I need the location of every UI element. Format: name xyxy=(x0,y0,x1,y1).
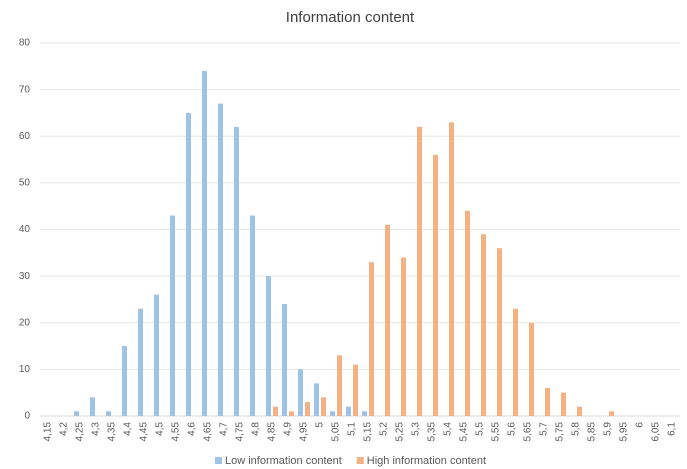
x-tick-label: 5,9 xyxy=(603,422,614,436)
bar xyxy=(513,308,518,416)
bar xyxy=(202,70,207,416)
x-tick-label: 5,25 xyxy=(395,422,406,442)
x-tick-label: 4,7 xyxy=(219,422,230,436)
bar xyxy=(362,411,367,416)
y-tick-label: 40 xyxy=(19,224,31,235)
x-tick-label: 4,5 xyxy=(155,422,166,436)
bar xyxy=(266,276,271,416)
x-tick-label: 5,6 xyxy=(507,422,518,436)
bar xyxy=(529,322,534,416)
legend-swatch xyxy=(215,457,222,464)
y-tick-label: 50 xyxy=(19,178,31,189)
x-tick-label: 5,8 xyxy=(571,422,582,436)
bar xyxy=(337,355,342,416)
x-tick-label: 5,45 xyxy=(459,422,470,442)
x-tick-label: 4,55 xyxy=(171,422,182,442)
bar xyxy=(186,112,191,416)
bar xyxy=(314,383,319,416)
bar xyxy=(273,406,278,416)
x-tick-label: 4,35 xyxy=(107,422,118,442)
x-tick-label: 5,55 xyxy=(491,422,502,442)
chart-title: Information content xyxy=(286,9,415,26)
y-tick-label: 10 xyxy=(19,364,31,375)
bar xyxy=(369,262,374,416)
x-tick-label: 5 xyxy=(315,422,326,428)
y-tick-label: 30 xyxy=(19,271,31,282)
bar xyxy=(154,294,159,416)
bar xyxy=(385,224,390,416)
x-tick-label: 5,95 xyxy=(619,422,630,442)
bar xyxy=(561,392,566,416)
bar xyxy=(298,369,303,416)
y-tick-label: 20 xyxy=(19,317,31,328)
x-tick-label: 5,35 xyxy=(427,422,438,442)
bar xyxy=(250,215,255,416)
x-tick-label: 4,65 xyxy=(203,422,214,442)
bar xyxy=(122,346,127,416)
x-tick-label: 4,75 xyxy=(235,422,246,442)
bar xyxy=(449,122,454,416)
x-tick-label: 4,6 xyxy=(187,422,198,436)
x-tick-label: 5,5 xyxy=(475,422,486,436)
bar xyxy=(282,304,287,416)
x-tick-label: 5,7 xyxy=(539,422,550,436)
legend-label: High information content xyxy=(367,455,486,467)
bar xyxy=(465,210,470,416)
x-tick-label: 5,3 xyxy=(411,422,422,436)
y-tick-label: 60 xyxy=(19,131,31,142)
x-tick-label: 4,15 xyxy=(43,422,54,442)
bar xyxy=(305,402,310,416)
x-tick-label: 4,4 xyxy=(123,422,134,436)
y-tick-label: 70 xyxy=(19,84,31,95)
x-tick-label: 4,25 xyxy=(75,422,86,442)
bar xyxy=(545,388,550,416)
bar xyxy=(106,411,111,416)
bar xyxy=(289,411,294,416)
bar xyxy=(353,364,358,416)
x-tick-label: 4,85 xyxy=(267,422,278,442)
x-tick-label: 6,05 xyxy=(651,422,662,442)
x-tick-label: 5,1 xyxy=(347,422,358,436)
x-tick-label: 5,65 xyxy=(523,422,534,442)
x-tick-label: 5,4 xyxy=(443,422,454,436)
bar xyxy=(138,308,143,416)
bar xyxy=(90,397,95,416)
bar xyxy=(170,215,175,416)
bar xyxy=(433,154,438,416)
legend-label: Low information content xyxy=(225,455,342,467)
x-tick-label: 5,15 xyxy=(363,422,374,442)
bar xyxy=(609,411,614,416)
x-tick-label: 4,9 xyxy=(283,422,294,436)
x-tick-label: 4,3 xyxy=(91,422,102,436)
legend-swatch xyxy=(356,457,364,464)
bar xyxy=(481,234,486,416)
bar xyxy=(417,126,422,417)
bar xyxy=(346,406,351,416)
bar xyxy=(401,257,406,416)
bar xyxy=(218,103,223,417)
bar xyxy=(577,406,582,416)
bar xyxy=(497,248,502,416)
x-tick-label: 4,8 xyxy=(251,422,262,436)
bar xyxy=(234,126,239,417)
x-tick-label: 5,75 xyxy=(555,422,566,442)
x-tick-label: 4,95 xyxy=(299,422,310,442)
y-tick-label: 80 xyxy=(19,38,31,49)
x-tick-label: 5,2 xyxy=(379,422,390,436)
x-tick-label: 4,2 xyxy=(59,422,70,436)
y-tick-label: 0 xyxy=(24,411,30,422)
x-tick-label: 6,1 xyxy=(667,422,678,436)
x-tick-label: 6 xyxy=(635,422,646,428)
bar xyxy=(74,411,79,416)
bar xyxy=(330,411,335,416)
bar xyxy=(321,397,326,416)
x-tick-label: 4,45 xyxy=(139,422,150,442)
x-tick-label: 5,85 xyxy=(587,422,598,442)
x-tick-label: 5,05 xyxy=(331,422,342,442)
